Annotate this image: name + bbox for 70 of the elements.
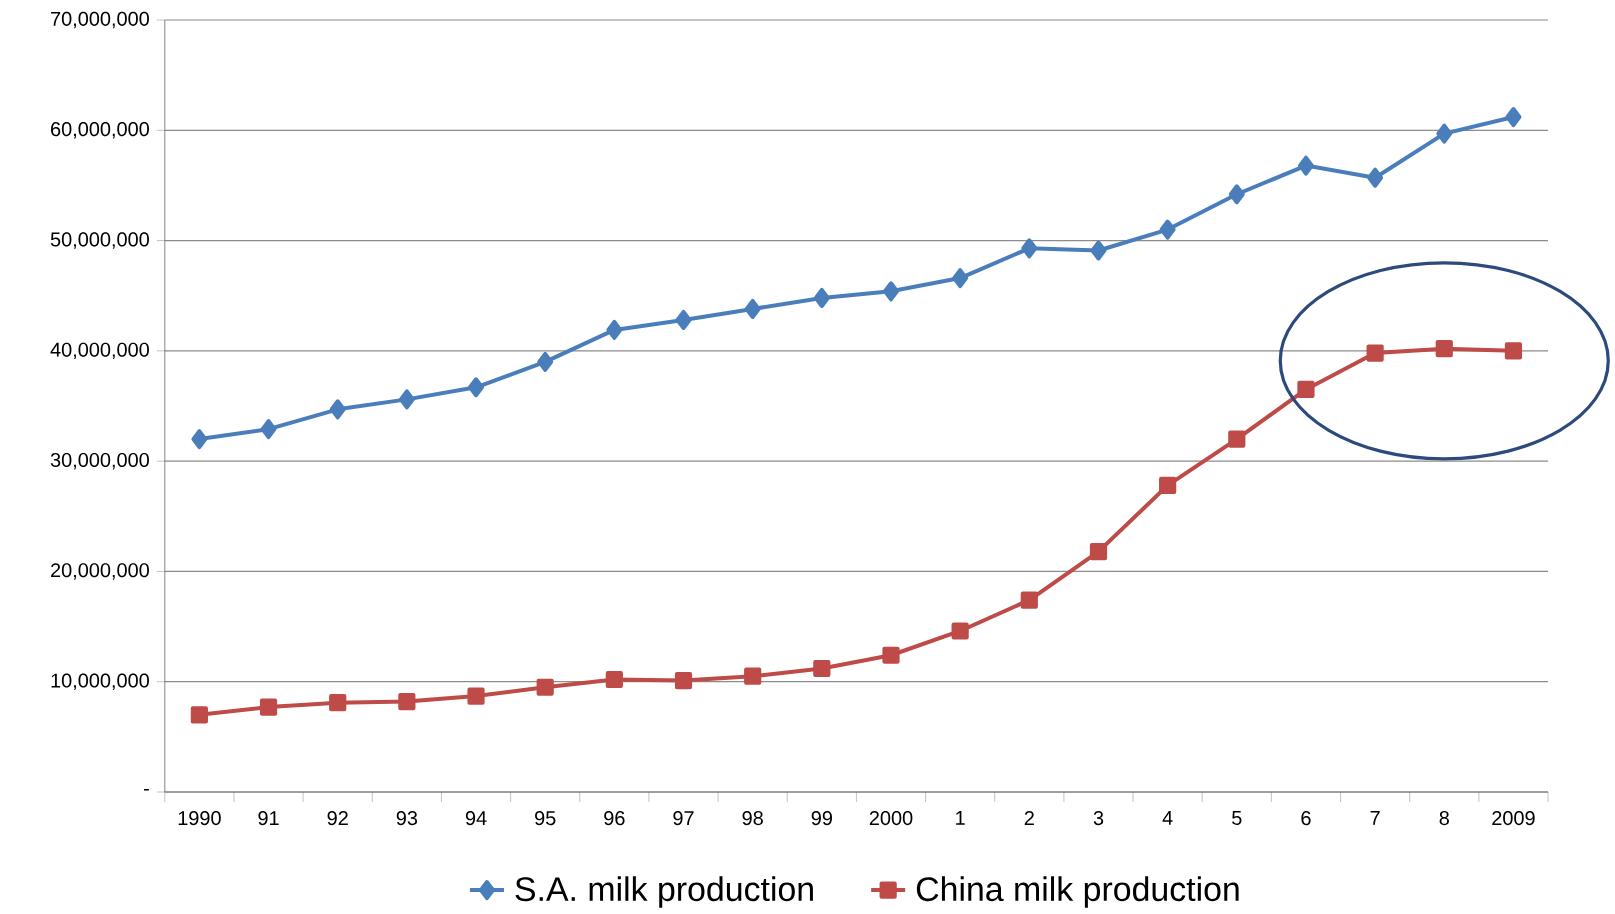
point xyxy=(1228,430,1246,448)
point xyxy=(951,622,969,640)
point xyxy=(260,419,277,440)
x-tick-label: 97 xyxy=(673,811,694,826)
y-tick-label: 10,000,000 xyxy=(51,673,149,690)
point xyxy=(191,429,208,450)
x-tick-label: 7 xyxy=(1370,811,1380,825)
y-tick-label: 50,000,000 xyxy=(50,232,149,249)
point xyxy=(467,687,485,705)
x-tick-label: 8 xyxy=(1439,811,1449,826)
x-tick-label: 94 xyxy=(465,811,487,826)
point xyxy=(813,659,831,678)
point xyxy=(1090,240,1107,261)
x-tick-label: 98 xyxy=(742,811,763,826)
point xyxy=(329,694,347,712)
point xyxy=(744,667,762,685)
point xyxy=(537,351,554,372)
point xyxy=(536,678,554,696)
point xyxy=(259,698,278,716)
point xyxy=(1504,342,1523,360)
point xyxy=(1505,107,1522,128)
y-tick-label: - xyxy=(144,788,149,791)
x-tick-label: 91 xyxy=(258,811,279,826)
point xyxy=(1089,542,1108,561)
point xyxy=(813,287,830,308)
point xyxy=(190,706,208,724)
point xyxy=(952,268,969,289)
point xyxy=(1159,476,1177,495)
x-tick-label: 2009 xyxy=(1492,811,1535,826)
point xyxy=(1021,238,1038,259)
point xyxy=(1435,340,1453,358)
x-tick-label: 95 xyxy=(535,811,556,826)
point xyxy=(329,399,346,420)
point xyxy=(675,309,692,330)
point xyxy=(1020,591,1038,609)
point xyxy=(1228,184,1245,205)
x-tick-label: 1990 xyxy=(178,811,221,826)
y-tick-label: 70,000,000 xyxy=(51,11,149,29)
x-tick-label: 5 xyxy=(1232,811,1242,825)
point xyxy=(398,389,415,410)
x-tick-label: 1 xyxy=(956,811,965,825)
legend-label: S.A. milk production xyxy=(515,876,813,908)
y-tick-label: 60,000,000 xyxy=(51,122,149,139)
point xyxy=(1436,123,1453,144)
x-tick-label: 2 xyxy=(1024,811,1034,825)
x-tick-label: 3 xyxy=(1093,811,1104,826)
point xyxy=(674,672,693,690)
point xyxy=(1367,167,1384,188)
x-tick-label: 99 xyxy=(811,811,832,826)
y-tick-label: 20,000,000 xyxy=(51,563,149,580)
point xyxy=(606,319,623,340)
point xyxy=(1159,219,1176,240)
point xyxy=(1297,380,1315,399)
x-tick-label: 6 xyxy=(1301,811,1311,826)
point xyxy=(1366,344,1384,362)
point xyxy=(398,692,416,711)
point xyxy=(744,298,761,319)
x-tick-label: 92 xyxy=(327,811,348,826)
point xyxy=(882,281,899,302)
x-tick-label: 4 xyxy=(1162,811,1173,825)
legend-label: China milk production xyxy=(916,876,1239,908)
x-tick-label: 93 xyxy=(396,811,418,826)
x-tick-label: 2000 xyxy=(869,811,913,826)
x-tick-label: 96 xyxy=(604,811,625,826)
point xyxy=(468,377,485,398)
point xyxy=(605,670,623,689)
point xyxy=(1297,155,1314,176)
point xyxy=(882,646,900,664)
y-tick-label: 30,000,000 xyxy=(50,452,149,470)
y-tick-label: 40,000,000 xyxy=(50,342,149,360)
